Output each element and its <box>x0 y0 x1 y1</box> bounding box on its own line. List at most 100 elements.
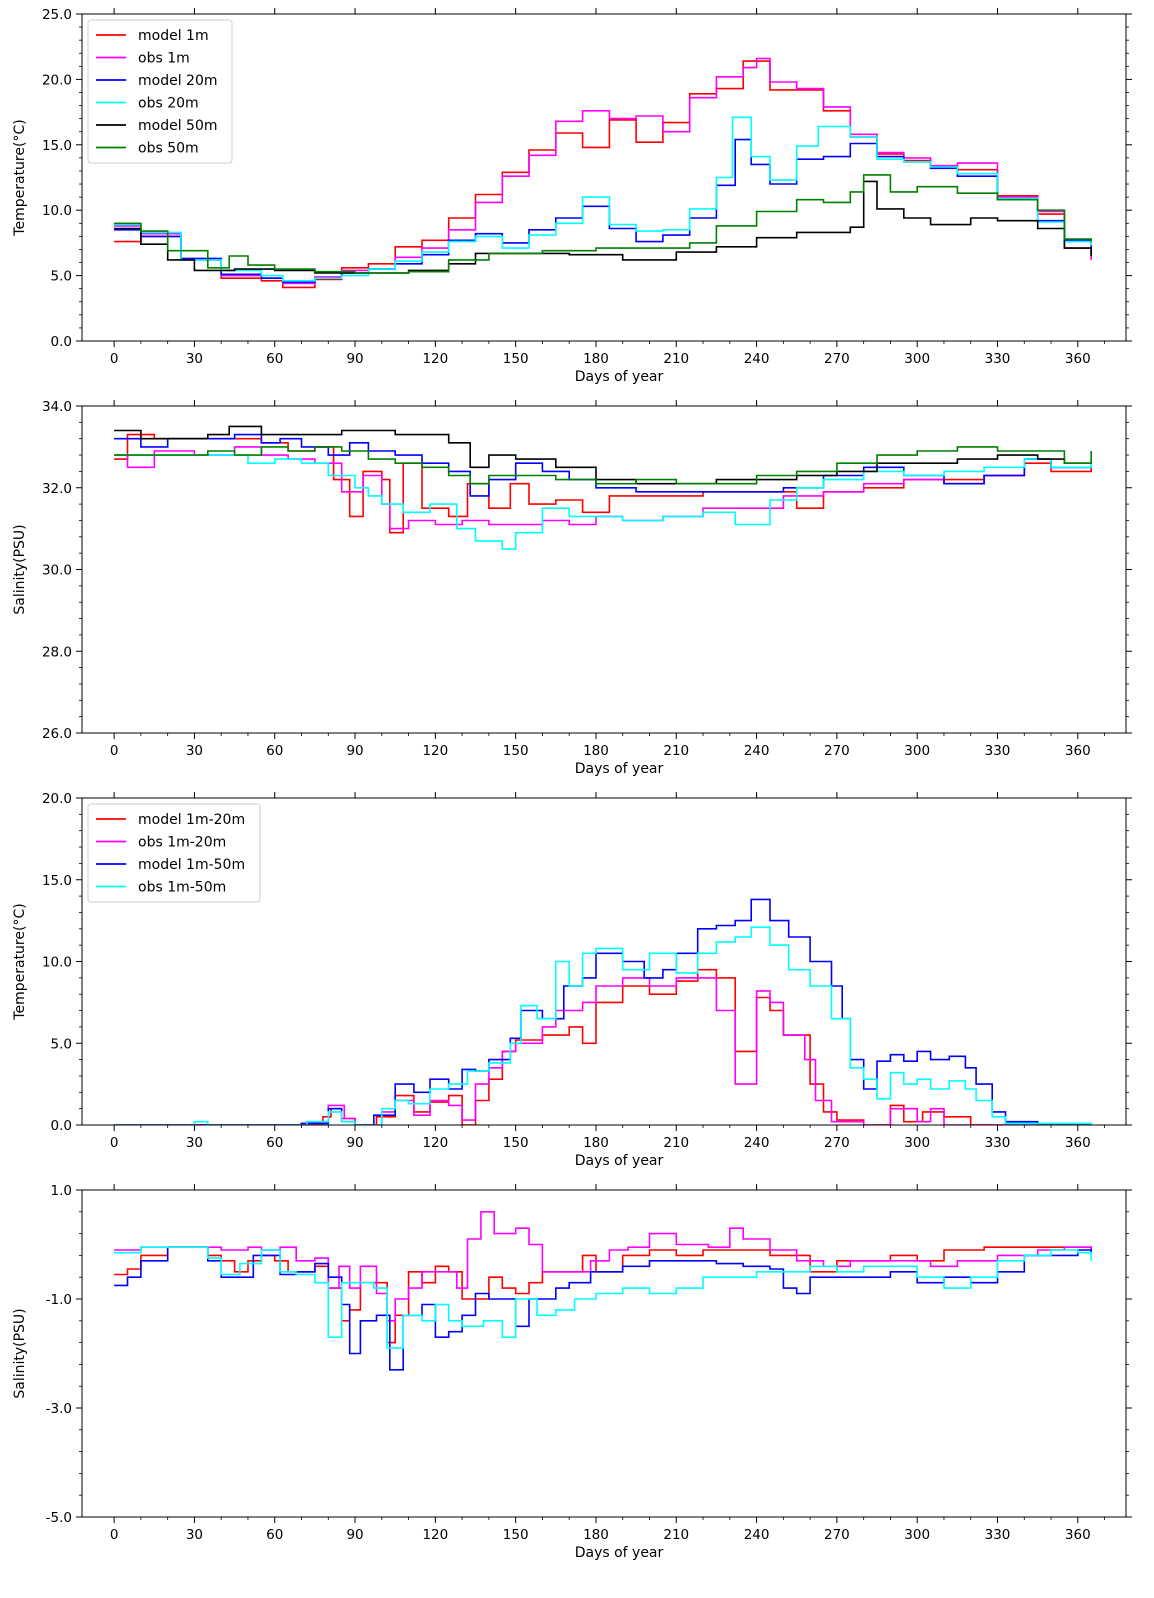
y-tick-label: 15.0 <box>42 138 72 154</box>
x-tick-label: 240 <box>744 1135 770 1151</box>
legend-label: model 1m-20m <box>138 812 245 828</box>
x-tick-label: 150 <box>503 1135 529 1151</box>
x-tick-label: 150 <box>503 1527 529 1543</box>
x-tick-label: 210 <box>663 351 689 367</box>
x-tick-label: 180 <box>583 1527 609 1543</box>
x-tick-label: 270 <box>824 743 850 759</box>
series-line-model-50m <box>114 180 1092 274</box>
x-tick-label: 240 <box>744 1527 770 1543</box>
y-tick-label: 25.0 <box>42 7 72 23</box>
legend: model 1m obs 1m model 20m obs 20m model 50m o… <box>87 19 233 164</box>
legend-label: obs 1m-50m <box>138 880 226 896</box>
x-tick-label: 180 <box>583 743 609 759</box>
legend-label: model 50m <box>138 118 218 134</box>
series-line-5 <box>114 425 1092 485</box>
x-tick-label: 210 <box>663 1527 689 1543</box>
x-tick-label: 90 <box>346 743 363 759</box>
y-tick-label: 20.0 <box>42 72 72 88</box>
x-tick-label: 360 <box>1065 1527 1091 1543</box>
x-tick-label: 330 <box>985 351 1011 367</box>
x-tick-label: 300 <box>904 351 930 367</box>
x-tick-label: 270 <box>824 1527 850 1543</box>
y-tick-label: 0.0 <box>51 334 72 350</box>
x-tick-label: 360 <box>1065 743 1091 759</box>
x-tick-label: 0 <box>110 743 119 759</box>
x-tick-label: 210 <box>663 743 689 759</box>
x-tick-label: 330 <box>985 743 1011 759</box>
x-tick-label: 300 <box>904 743 930 759</box>
legend-label: obs 50m <box>138 141 199 157</box>
series-line-obs-1m <box>114 57 1092 285</box>
y-axis-label: Salinity(PSU) <box>12 524 28 614</box>
legend-box <box>87 19 233 164</box>
legend-label: obs 20m <box>138 96 199 112</box>
x-tick-label: 30 <box>186 743 203 759</box>
x-tick-label: 270 <box>824 351 850 367</box>
chart-panel-3: 0 30 60 90 120 150 180 210 240 270 300 330 360 0.0 5.0… <box>12 791 1132 1169</box>
x-tick-label: 360 <box>1065 351 1091 367</box>
series-line-obs-50m <box>114 174 1092 274</box>
x-tick-label: 90 <box>346 1527 363 1543</box>
series-line-model-1m-50m <box>114 898 1092 1125</box>
series-line-model-1m <box>114 60 1092 289</box>
x-tick-label: 330 <box>985 1527 1011 1543</box>
y-tick-label: 10.0 <box>42 203 72 219</box>
x-axis-label: Days of year <box>575 1153 664 1169</box>
x-tick-label: 90 <box>346 351 363 367</box>
y-axis-label: Temperature(°C) <box>12 903 28 1020</box>
y-tick-label: 32.0 <box>42 481 72 497</box>
x-tick-label: 150 <box>503 351 529 367</box>
y-axis-label: Temperature(°C) <box>12 119 28 236</box>
x-tick-label: 300 <box>904 1527 930 1543</box>
y-tick-label: 5.0 <box>51 1036 72 1052</box>
series-line-3 <box>114 433 1092 497</box>
x-tick-label: 330 <box>985 1135 1011 1151</box>
series-line-model-20m <box>114 138 1092 283</box>
y-tick-label: 34.0 <box>42 399 72 415</box>
x-tick-label: 0 <box>110 351 119 367</box>
y-tick-label: 28.0 <box>42 644 72 660</box>
x-tick-label: 270 <box>824 1135 850 1151</box>
y-tick-label: -1.0 <box>46 1292 72 1308</box>
legend-label: model 1m-50m <box>138 857 245 873</box>
legend-box <box>87 803 261 903</box>
y-tick-label: 0.0 <box>51 1118 72 1134</box>
x-tick-label: 120 <box>422 1527 448 1543</box>
x-tick-label: 150 <box>503 743 529 759</box>
x-tick-label: 120 <box>422 351 448 367</box>
x-tick-label: 90 <box>346 1135 363 1151</box>
series-line-4 <box>114 1246 1092 1349</box>
x-tick-label: 30 <box>186 1135 203 1151</box>
legend-label: model 1m <box>138 28 209 44</box>
x-tick-label: 0 <box>110 1135 119 1151</box>
series-line-obs-1m-20m <box>114 977 1092 1125</box>
x-tick-label: 360 <box>1065 1135 1091 1151</box>
x-axis-label: Days of year <box>575 761 664 777</box>
x-tick-label: 180 <box>583 351 609 367</box>
y-tick-label: 26.0 <box>42 726 72 742</box>
y-tick-label: 30.0 <box>42 563 72 579</box>
x-tick-label: 210 <box>663 1135 689 1151</box>
legend-label: obs 1m <box>138 51 190 67</box>
series-line-obs-20m <box>114 116 1092 282</box>
y-tick-label: 1.0 <box>51 1183 72 1199</box>
legend-label: obs 1m-20m <box>138 835 226 851</box>
series-line-2 <box>114 446 1092 530</box>
chart-panel-2: 0 30 60 90 120 150 180 210 240 270 300 330 360 26.0 28… <box>12 399 1132 777</box>
y-tick-label: -3.0 <box>46 1401 72 1417</box>
x-tick-label: 180 <box>583 1135 609 1151</box>
x-axis-label: Days of year <box>575 1545 664 1561</box>
y-tick-label: 10.0 <box>42 955 72 971</box>
series-line-6 <box>114 446 1092 485</box>
axes-frame <box>81 13 1127 342</box>
chart-panel-4: 0 30 60 90 120 150 180 210 240 270 300 330 360 -5.0 -3… <box>12 1183 1132 1561</box>
series-line-3 <box>114 1246 1092 1371</box>
x-tick-label: 120 <box>422 743 448 759</box>
series-line-2 <box>114 1211 1092 1322</box>
x-tick-label: 300 <box>904 1135 930 1151</box>
x-tick-label: 60 <box>266 1135 283 1151</box>
legend-label: model 20m <box>138 73 218 89</box>
y-tick-label: -5.0 <box>46 1510 72 1526</box>
x-tick-label: 30 <box>186 1527 203 1543</box>
